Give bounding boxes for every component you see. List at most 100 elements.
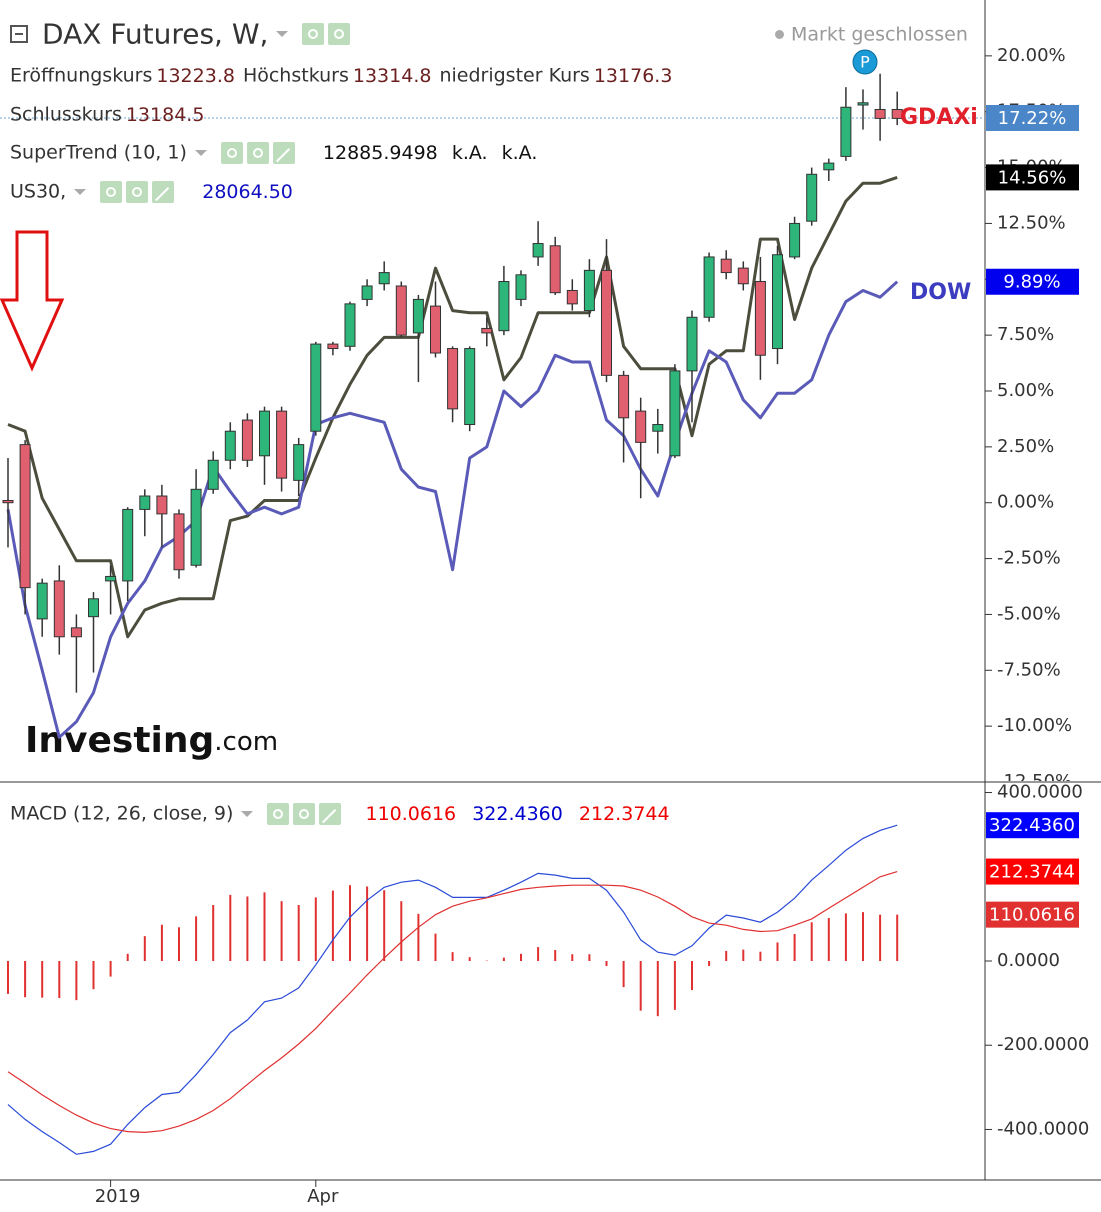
candle-body (139, 495, 151, 510)
menu-caret[interactable] (194, 149, 207, 156)
y-tick-label: -200.0000 (997, 1034, 1089, 1055)
event-marker-label: P (860, 53, 870, 72)
y-tick-label: 20.00% (997, 45, 1066, 66)
y-tick-label: 2.50% (997, 436, 1054, 457)
candle-body (190, 488, 202, 566)
market-status: Markt geschlossen (791, 23, 968, 46)
last-value-label: 322.4360 (989, 815, 1075, 836)
close-icon[interactable] (152, 180, 175, 203)
legend-value: 110.0616 (365, 802, 457, 825)
red-arrow (0, 230, 65, 372)
x-tick-label: Apr (307, 1186, 339, 1207)
close-icon[interactable] (272, 141, 295, 164)
macd-line (7, 871, 898, 1134)
ohlc-value: 13223.8 (156, 64, 235, 87)
annotation: DOW (910, 280, 971, 305)
legend-value: 212.3744 (578, 802, 670, 825)
y-tick-label: -10.00% (997, 715, 1072, 736)
status-dot (775, 30, 784, 39)
candle-body (840, 106, 852, 157)
candle-body (344, 303, 356, 347)
candle-body (88, 598, 99, 618)
candle-body (618, 374, 630, 419)
supertrend-legend: SuperTrend (10, 1) 12885.9498 k.A. k.A. (10, 141, 537, 164)
candle-body (652, 424, 664, 432)
candle-body (70, 627, 82, 638)
gear-icon[interactable] (293, 802, 316, 825)
y-tick-label: 0.00% (997, 492, 1054, 513)
y-tick-label: 7.50% (997, 324, 1054, 345)
us30-legend: US30, 28064.50 (10, 180, 293, 203)
last-value-label: 110.0616 (989, 905, 1075, 926)
ohlc-value: 13176.3 (593, 64, 673, 87)
x-tick-label: 2019 (95, 1186, 141, 1207)
gear-icon[interactable] (328, 23, 351, 45)
legend-value: 28064.50 (202, 180, 293, 203)
candle-body (515, 274, 527, 300)
logo: Investing.com (25, 720, 278, 761)
candle-body (806, 173, 818, 222)
y-tick-label: -2.50% (997, 548, 1061, 569)
candle-body (259, 410, 270, 457)
candle-body (395, 285, 407, 336)
candle-body (122, 508, 134, 582)
y-tick-label: 12.50% (997, 212, 1066, 233)
candle-body (378, 272, 390, 285)
candle-body (874, 108, 886, 119)
candle-body (532, 243, 544, 258)
legend-value: 12885.9498 (322, 141, 438, 164)
candle-body (566, 289, 578, 305)
legend-name: SuperTrend (10, 1) (10, 141, 187, 164)
macd-line (7, 824, 898, 1155)
eye-icon[interactable] (100, 180, 123, 203)
legend-value: k.A. (451, 141, 488, 164)
candle-body (669, 370, 681, 457)
last-value-box (986, 901, 1079, 928)
last-value-box (986, 858, 1079, 885)
status-row: Markt geschlossen (775, 23, 968, 46)
logo-suffix: .com (214, 727, 278, 757)
last-value-box (986, 812, 1079, 839)
menu-caret[interactable] (74, 188, 87, 195)
chart-title: DAX Futures, W, (42, 17, 269, 51)
collapse-icon[interactable] (10, 25, 28, 43)
eye-icon[interactable] (220, 141, 243, 164)
menu-caret[interactable] (276, 31, 289, 37)
last-value-label: 17.22% (998, 108, 1067, 129)
eye-icon[interactable] (302, 23, 325, 45)
ohlc-label: niedrigster Kurs (439, 64, 590, 87)
candle-body (53, 580, 65, 638)
candle-body (754, 281, 766, 356)
candle-body (207, 459, 219, 490)
indicator-line (7, 175, 898, 639)
menu-caret[interactable] (241, 810, 254, 817)
y-tick-label: -400.0000 (997, 1118, 1089, 1139)
eye-icon[interactable] (267, 802, 290, 825)
ohlc-label: Höchstkurs (242, 64, 349, 87)
y-tick-label: -12.50% (997, 771, 1072, 792)
event-marker (852, 49, 878, 75)
legend-value: k.A. (501, 141, 538, 164)
candle-body (447, 348, 459, 410)
candle-body (293, 444, 305, 481)
annotation: GDAXi (900, 105, 978, 130)
close-row: Schlusskurs 13184.5 (10, 103, 212, 126)
y-tick-label: 5.00% (997, 380, 1054, 401)
gear-icon[interactable] (126, 180, 149, 203)
candle-body (720, 258, 732, 274)
candle-body (601, 269, 612, 376)
candle-body (737, 267, 749, 285)
y-tick-label: 400.0000 (997, 782, 1083, 803)
candle-body (19, 444, 31, 589)
gear-icon[interactable] (246, 141, 269, 164)
candle-body (412, 298, 424, 334)
last-value-box (986, 164, 1079, 191)
title-row: DAX Futures, W, (10, 16, 354, 51)
close-icon[interactable] (319, 802, 342, 825)
ohlc-value: 13314.8 (352, 64, 432, 87)
last-value-label: 14.56% (998, 167, 1067, 188)
candle-body (481, 327, 493, 334)
macd-legend: MACD (12, 26, close, 9) 110.0616 322.436… (10, 802, 670, 825)
candle-body (327, 343, 339, 350)
